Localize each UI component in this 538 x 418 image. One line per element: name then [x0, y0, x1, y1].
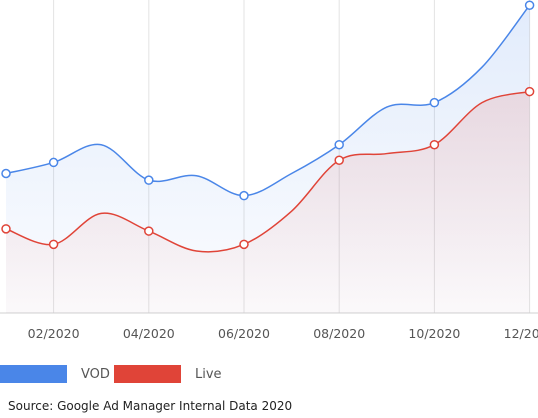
- point-live: [429, 139, 440, 150]
- line-area-chart: 02/2020 04/2020 06/2020 08/2020 10/2020 12/20…: [0, 0, 538, 341]
- line-live: [5, 90, 530, 253]
- legend-item-live[interactable]: Live: [114, 364, 222, 384]
- point-live: [239, 239, 249, 250]
- series-lines: [5, 4, 531, 253]
- point-live: [144, 226, 154, 236]
- x-tick-label: 02/2020: [28, 326, 80, 341]
- point-vod: [334, 139, 344, 150]
- x-tick-label: 08/2020: [313, 326, 365, 341]
- point-vod: [144, 175, 154, 185]
- legend-swatch-live: [114, 365, 181, 383]
- legend-item-vod[interactable]: VOD: [0, 364, 110, 384]
- point-live: [524, 86, 535, 97]
- point-live: [1, 224, 11, 234]
- point-live: [334, 155, 344, 165]
- x-tick-label: 06/2020: [218, 326, 270, 341]
- point-vod: [1, 168, 11, 179]
- x-tick-label: 04/2020: [123, 326, 175, 341]
- x-tick-label: 10/2020: [408, 326, 460, 341]
- x-tick-labels: 02/2020 04/2020 06/2020 08/2020 10/2020 12/20…: [28, 326, 538, 341]
- point-live: [48, 239, 59, 250]
- series-areas: [6, 5, 530, 314]
- legend-swatch-vod: [0, 365, 67, 383]
- point-vod: [429, 97, 440, 108]
- point-vod: [239, 190, 249, 201]
- series-markers: [1, 0, 535, 250]
- legend-label-live: Live: [195, 366, 222, 382]
- legend-label-vod: VOD: [81, 366, 110, 382]
- point-vod: [48, 157, 59, 168]
- source-note: Source: Google Ad Manager Internal Data …: [8, 399, 293, 413]
- point-vod: [524, 0, 535, 10]
- area-live: [6, 91, 530, 313]
- legend: VOD Live: [0, 364, 538, 384]
- line-vod: [5, 4, 531, 197]
- x-tick-label: 12/2020: [504, 326, 538, 341]
